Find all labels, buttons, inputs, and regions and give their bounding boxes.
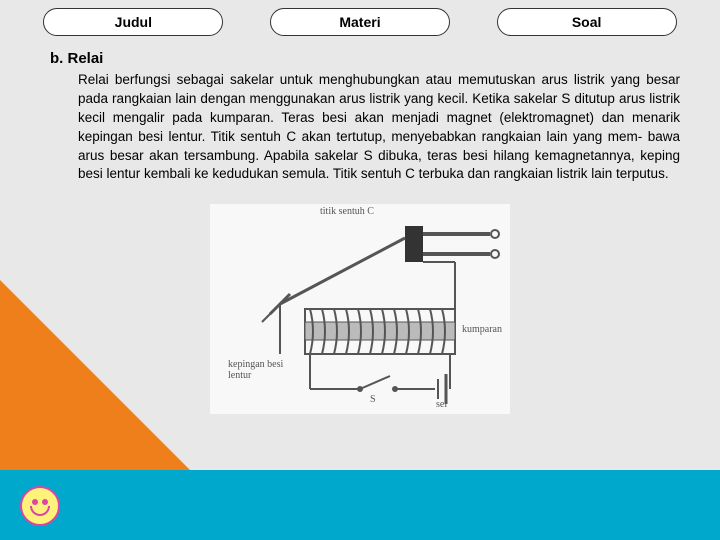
diagram-container: titik sentuh C kumparan kepingan besi le… bbox=[30, 204, 690, 414]
diagram-label-iron-strip: kepingan besi lentur bbox=[228, 359, 298, 381]
decorative-bottom-band bbox=[0, 470, 720, 540]
relay-svg bbox=[210, 204, 510, 414]
nav-soal-label: Soal bbox=[572, 14, 602, 30]
section-paragraph: Relai berfungsi sebagai sakelar untuk me… bbox=[78, 71, 680, 184]
nav-judul-button[interactable]: Judul bbox=[43, 8, 223, 36]
smiley-button[interactable] bbox=[20, 486, 60, 526]
diagram-label-cell: sel bbox=[436, 399, 447, 410]
content-area: b. Relai Relai berfungsi sebagai sakelar… bbox=[0, 40, 720, 414]
nav-bar: Judul Materi Soal bbox=[0, 0, 720, 40]
diagram-label-switch: S bbox=[370, 394, 376, 405]
nav-materi-button[interactable]: Materi bbox=[270, 8, 450, 36]
smiley-eye-right bbox=[42, 499, 48, 505]
nav-judul-label: Judul bbox=[115, 14, 152, 30]
section-heading: b. Relai bbox=[50, 50, 690, 67]
nav-materi-label: Materi bbox=[339, 14, 380, 30]
smiley-mouth bbox=[30, 506, 50, 516]
diagram-label-contact-c: titik sentuh C bbox=[320, 206, 374, 217]
relay-diagram: titik sentuh C kumparan kepingan besi le… bbox=[210, 204, 510, 414]
smiley-eye-left bbox=[32, 499, 38, 505]
diagram-label-coil: kumparan bbox=[462, 324, 502, 335]
nav-soal-button[interactable]: Soal bbox=[497, 8, 677, 36]
